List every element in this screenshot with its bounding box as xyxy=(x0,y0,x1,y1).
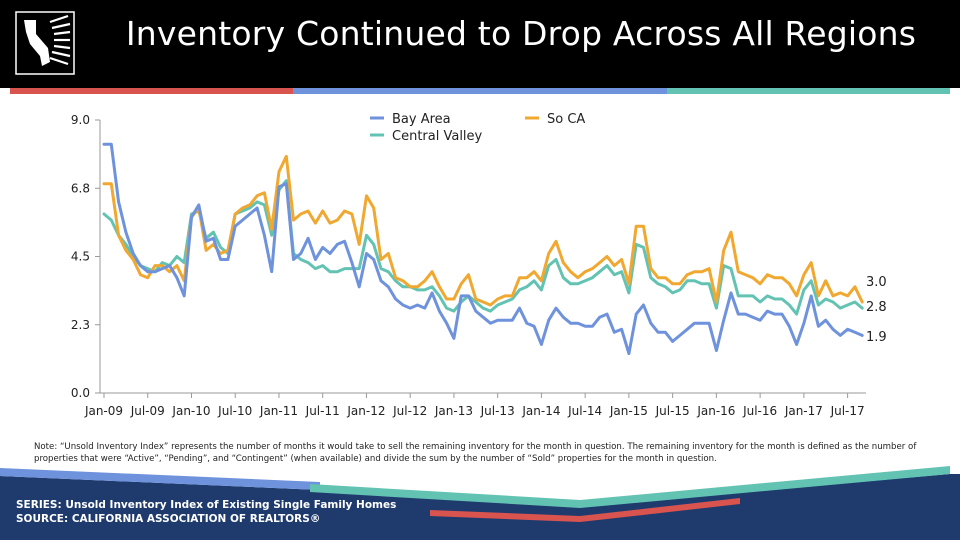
series-line-so-ca xyxy=(102,154,864,307)
x-tick-label: Jan-17 xyxy=(784,404,823,418)
accent-bar-red xyxy=(10,88,293,94)
source-caption: SOURCE: CALIFORNIA ASSOCIATION OF REALTO… xyxy=(16,513,321,525)
california-realtors-logo-icon xyxy=(15,11,75,75)
series-caption: SERIES: Unsold Inventory Index of Existi… xyxy=(16,499,397,511)
x-axis-ticks: Jan-09 Jul-09 Jan-10 Jul-10 Jan-11 Jul-11 Jan-… xyxy=(84,393,865,418)
y-tick-label: 4.5 xyxy=(71,250,90,264)
x-tick-label: Jan-13 xyxy=(434,404,473,418)
x-tick-label: Jul-10 xyxy=(217,404,252,418)
line-chart: 0.0 2.3 4.5 6.8 9.0 Jan-09 Jul-09 Jan-10 Jul-10… xyxy=(71,112,887,418)
x-tick-label: Jan-09 xyxy=(84,404,123,418)
x-tick-label: Jul-12 xyxy=(392,404,427,418)
x-tick-label: Jan-16 xyxy=(696,404,735,418)
x-tick-label: Jan-15 xyxy=(609,404,648,418)
end-value-label: 2.8 xyxy=(866,300,887,315)
legend-label: Central Valley xyxy=(392,129,483,144)
series-end-labels: 1.9 3.0 2.8 xyxy=(866,275,887,345)
footer-decoration xyxy=(0,466,960,540)
legend-label: So CA xyxy=(547,112,585,127)
y-tick-label: 9.0 xyxy=(71,113,90,127)
chart-axes xyxy=(99,120,866,394)
x-tick-label: Jul-16 xyxy=(742,404,777,418)
accent-bar-teal xyxy=(667,88,950,94)
x-tick-label: Jul-14 xyxy=(567,404,602,418)
chart-series xyxy=(102,142,864,356)
x-tick-label: Jan-14 xyxy=(521,404,560,418)
x-tick-label: Jul-17 xyxy=(830,404,865,418)
y-axis-ticks: 0.0 2.3 4.5 6.8 9.0 xyxy=(71,113,100,400)
page-title: Inventory Continued to Drop Across All R… xyxy=(125,14,917,53)
x-tick-label: Jan-11 xyxy=(259,404,298,418)
x-tick-label: Jul-11 xyxy=(305,404,340,418)
x-tick-label: Jan-10 xyxy=(171,404,210,418)
series-line-bay-area xyxy=(102,142,864,356)
y-tick-label: 6.8 xyxy=(71,181,90,195)
x-tick-label: Jan-12 xyxy=(346,404,385,418)
legend-label: Bay Area xyxy=(392,112,451,127)
footer-text: SERIES: Unsold Inventory Index of Existi… xyxy=(16,498,396,526)
end-value-label: 3.0 xyxy=(866,275,887,290)
y-tick-label: 2.3 xyxy=(71,318,90,332)
y-tick-label: 0.0 xyxy=(71,386,90,400)
x-tick-label: Jul-09 xyxy=(130,404,165,418)
accent-bar-blue xyxy=(293,88,667,94)
chart-note: Note: “Unsold Inventory Index” represent… xyxy=(34,442,917,464)
end-value-label: 1.9 xyxy=(866,330,887,345)
chart-legend: Bay Area So CA Central Valley xyxy=(370,112,585,144)
x-tick-label: Jul-13 xyxy=(480,404,515,418)
x-tick-label: Jul-15 xyxy=(655,404,690,418)
header-bar: Inventory Continued to Drop Across All R… xyxy=(0,0,960,88)
